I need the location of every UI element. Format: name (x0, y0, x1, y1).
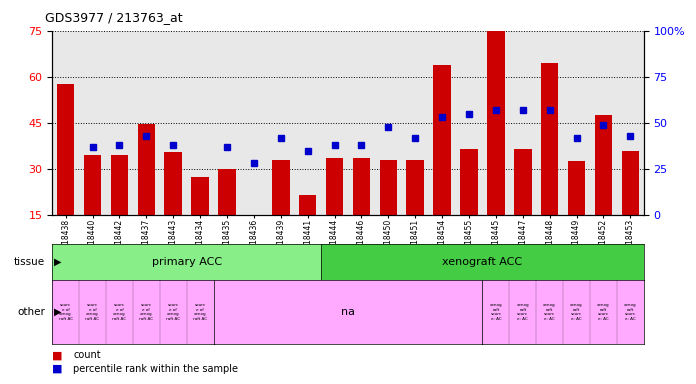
Text: sourc
e of
xenog
raft AC: sourc e of xenog raft AC (193, 303, 207, 321)
Bar (622, 151, 639, 261)
Text: ■: ■ (52, 364, 63, 374)
Bar (272, 160, 290, 261)
Text: ▶: ▶ (54, 307, 61, 317)
Text: sourc
e of
xenog
raft AC: sourc e of xenog raft AC (166, 303, 180, 321)
Text: xenog
raft
sourc
e: AC: xenog raft sourc e: AC (624, 303, 637, 321)
Bar (164, 152, 182, 261)
Text: sourc
e of
xenog
raft AC: sourc e of xenog raft AC (112, 303, 127, 321)
Text: other: other (17, 307, 45, 317)
Text: percentile rank within the sample: percentile rank within the sample (73, 364, 238, 374)
Bar (219, 169, 236, 261)
Text: xenog
raft
sourc
e: AC: xenog raft sourc e: AC (570, 303, 583, 321)
Text: xenograft ACC: xenograft ACC (443, 257, 523, 267)
Bar (138, 124, 155, 261)
Text: tissue: tissue (14, 257, 45, 267)
Text: xenog
raft
sourc
e: AC: xenog raft sourc e: AC (544, 303, 556, 321)
Bar (326, 158, 343, 261)
Bar (379, 160, 397, 261)
Text: GDS3977 / 213763_at: GDS3977 / 213763_at (45, 12, 183, 25)
Text: count: count (73, 350, 101, 360)
Text: ▶: ▶ (54, 257, 61, 267)
Bar (111, 155, 128, 261)
Text: ■: ■ (52, 350, 63, 360)
Bar (84, 155, 102, 261)
Bar (541, 63, 558, 261)
Bar (299, 195, 317, 261)
Text: primary ACC: primary ACC (152, 257, 222, 267)
Text: sourc
e of
xenog
raft AC: sourc e of xenog raft AC (86, 303, 100, 321)
Bar (460, 149, 477, 261)
Bar (514, 149, 532, 261)
Text: xenog
raft
sourc
e: AC: xenog raft sourc e: AC (489, 303, 503, 321)
Bar (434, 65, 451, 261)
Text: xenog
raft
sourc
e: AC: xenog raft sourc e: AC (597, 303, 610, 321)
Text: na: na (341, 307, 355, 317)
Bar (568, 161, 585, 261)
Bar (245, 217, 262, 261)
Bar (191, 177, 209, 261)
Text: sourc
e of
xenog
raft AC: sourc e of xenog raft AC (58, 303, 72, 321)
Bar (406, 160, 424, 261)
Bar (594, 115, 612, 261)
Bar (487, 31, 505, 261)
Bar (57, 84, 74, 261)
Text: sourc
e of
xenog
raft AC: sourc e of xenog raft AC (139, 303, 153, 321)
Text: xenog
raft
sourc
e: AC: xenog raft sourc e: AC (516, 303, 529, 321)
Bar (353, 158, 370, 261)
